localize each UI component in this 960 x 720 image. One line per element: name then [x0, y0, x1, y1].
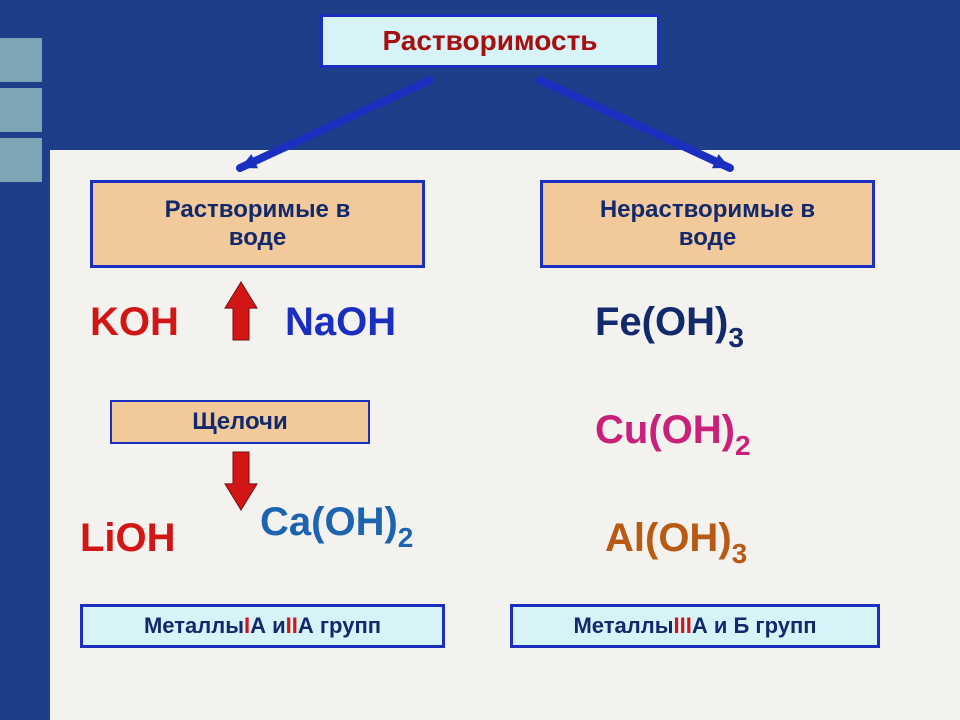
alkali-text: Щелочи	[192, 408, 287, 436]
metals-left-box: Металлы I А и II А групп	[80, 604, 445, 648]
insoluble-box: Нерастворимые в воде	[540, 180, 875, 268]
formula-caoh2: Ca(OH)2	[260, 500, 413, 551]
diagram-canvas: Растворимость Растворимые в воде Нераств…	[50, 0, 960, 720]
arrow-to-soluble	[220, 60, 450, 188]
side-tab	[0, 88, 42, 132]
formula-lioh: LiOH	[80, 516, 176, 561]
arrow-to-insoluble	[520, 60, 750, 188]
alkali-down-arrow	[225, 452, 257, 510]
formula-naoh: NaOH	[285, 300, 396, 345]
alkali-box: Щелочи	[110, 400, 370, 444]
side-tab	[0, 38, 42, 82]
metals-right-box: Металлы III А и Б групп	[510, 604, 880, 648]
soluble-text: Растворимые в воде	[165, 196, 351, 252]
soluble-box: Растворимые в воде	[90, 180, 425, 268]
alkali-up-arrow	[225, 282, 257, 340]
formula-koh: KOH	[90, 300, 179, 345]
formula-feoh3: Fe(OH)3	[595, 300, 744, 351]
insoluble-text: Нерастворимые в воде	[600, 196, 815, 252]
side-tab	[0, 138, 42, 182]
formula-cuoh2: Cu(OH)2	[595, 408, 751, 459]
side-tabs	[0, 38, 42, 182]
title-text: Растворимость	[382, 25, 597, 57]
formula-aloh3: Al(OH)3	[605, 516, 747, 567]
